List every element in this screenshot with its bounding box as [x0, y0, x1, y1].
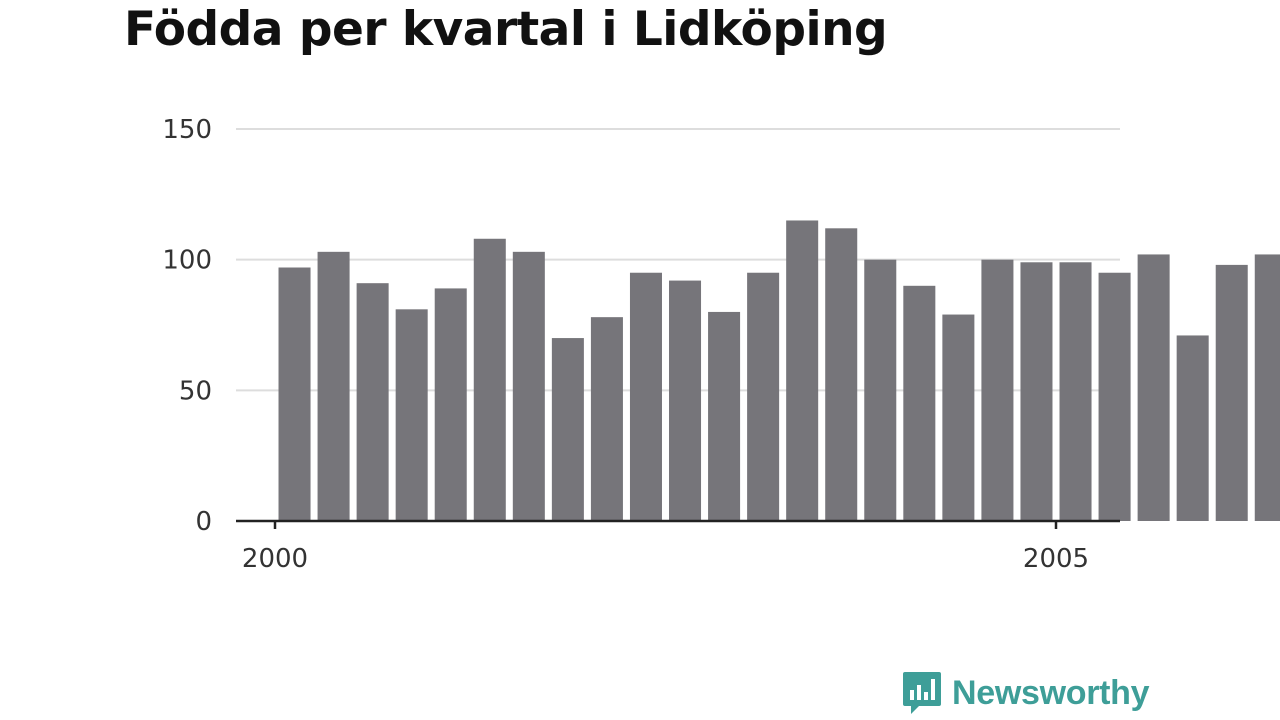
bar: [708, 311, 741, 521]
bar: [512, 251, 545, 521]
bar: [1098, 272, 1131, 521]
bar: [356, 283, 389, 521]
bar: [786, 220, 819, 521]
bar: [942, 314, 975, 521]
x-tick-label: 2005: [1023, 544, 1089, 574]
bar: [1254, 254, 1280, 521]
bar: [1176, 335, 1209, 521]
bar: [629, 272, 662, 521]
bar: [395, 309, 428, 521]
bar: [903, 285, 936, 521]
y-tick-label: 0: [195, 507, 212, 537]
labels: 05010015020002005201020152020202575: [162, 115, 1089, 574]
bar: [1137, 254, 1170, 521]
newsworthy-logo: Newsworthy: [902, 670, 1150, 716]
bar: [1020, 262, 1053, 521]
newsworthy-chart-bubble-icon: [903, 672, 941, 714]
bar: [747, 272, 780, 521]
chart-title: Födda per kvartal i Lidköping: [124, 2, 888, 57]
x-tick-label: 2000: [242, 544, 308, 574]
y-tick-label: 100: [162, 246, 212, 276]
bar: [981, 259, 1014, 521]
logo-text: Newsworthy: [952, 673, 1150, 712]
y-tick-label: 150: [162, 115, 212, 145]
bar: [669, 280, 702, 521]
bar: [1059, 262, 1092, 521]
bar: [473, 238, 506, 521]
bar: [434, 288, 467, 521]
bar: [551, 338, 584, 521]
bar: [1215, 264, 1248, 521]
y-tick-label: 50: [179, 376, 212, 406]
axes: [236, 519, 1120, 529]
bar: [864, 259, 897, 521]
bar: [278, 267, 311, 521]
bar: [590, 317, 623, 521]
bar: [317, 251, 350, 521]
bars: [278, 220, 1280, 521]
bar: [825, 228, 858, 521]
